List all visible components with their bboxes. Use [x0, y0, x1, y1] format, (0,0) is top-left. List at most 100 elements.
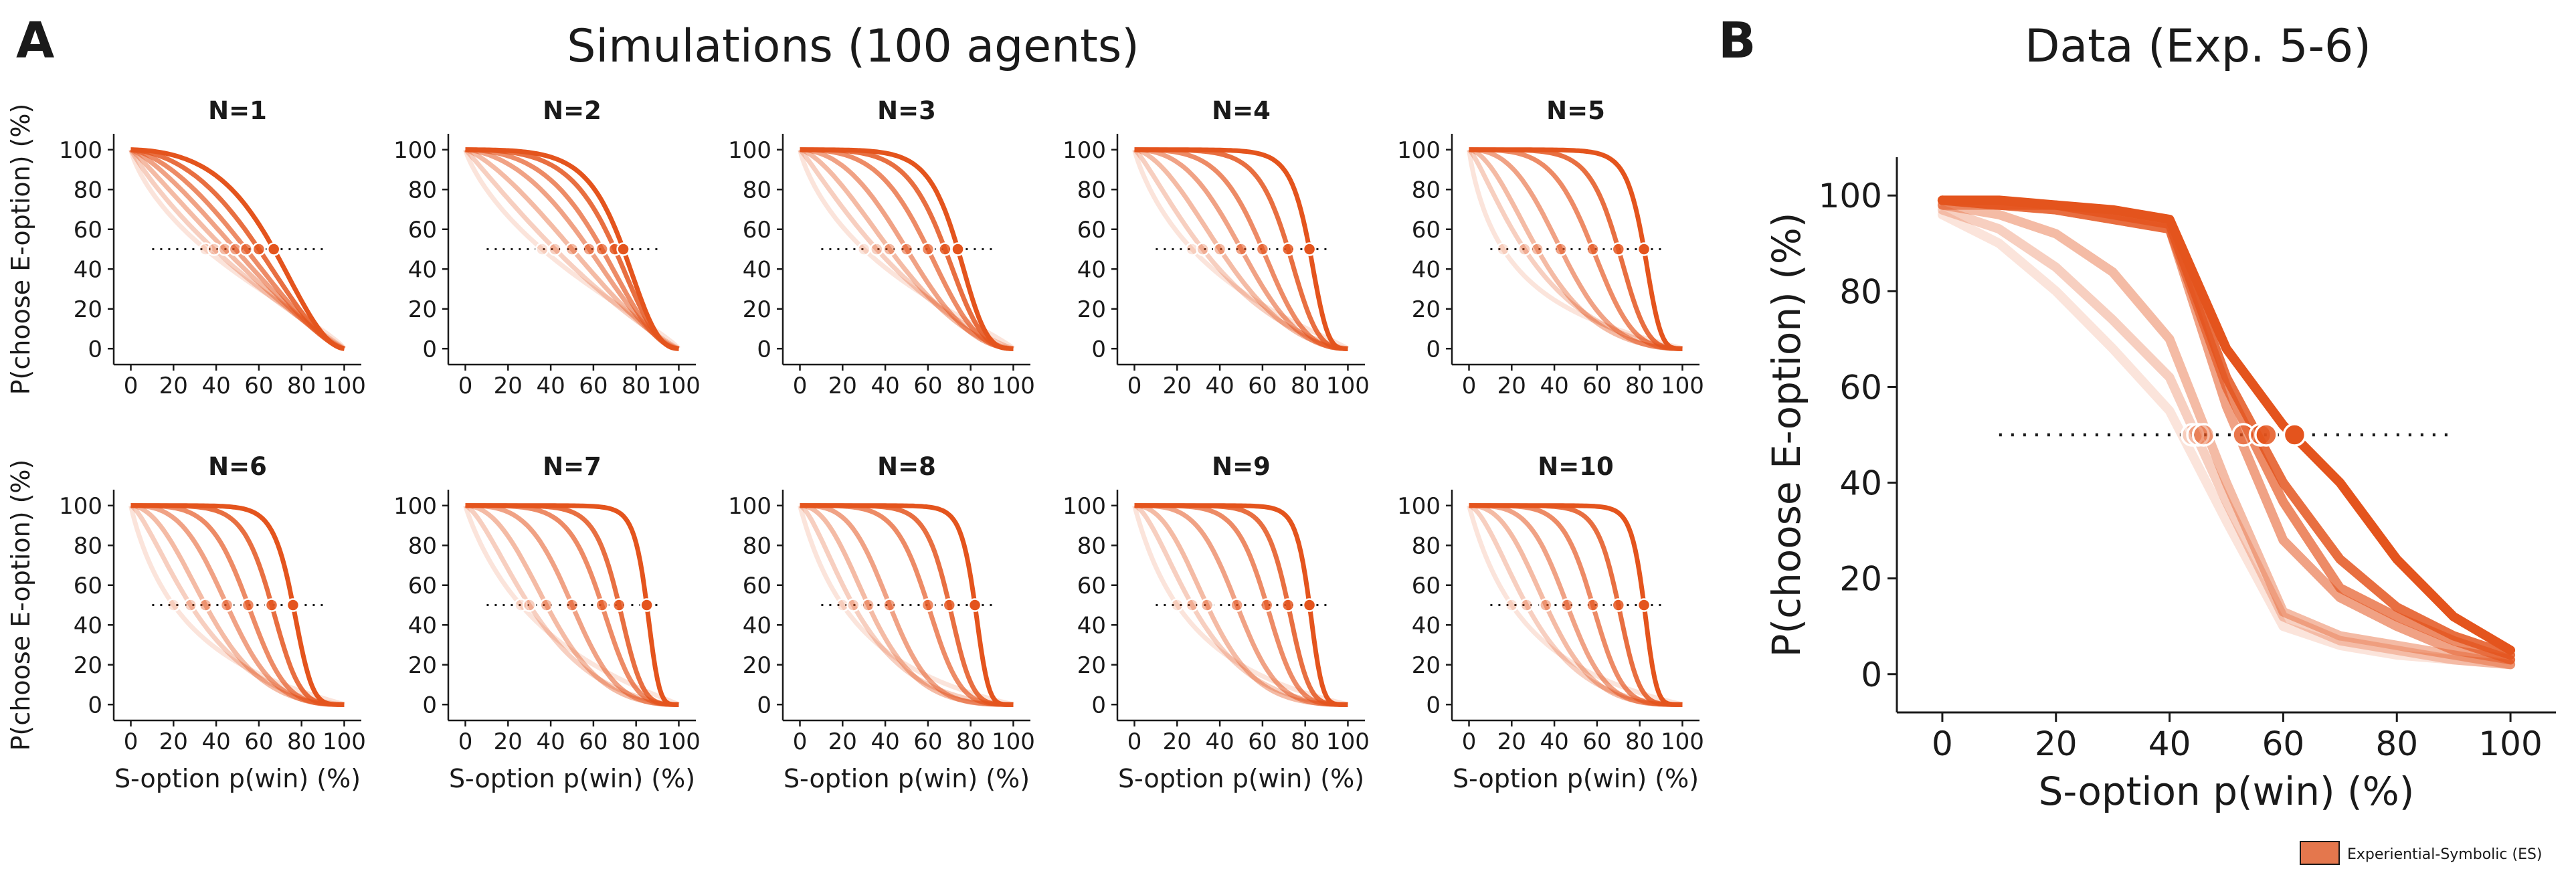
y-tick-label: 100: [393, 137, 437, 164]
x-tick-label: 60: [1582, 373, 1611, 399]
x-tick-label: 100: [992, 728, 1035, 755]
x-tick-label: 40: [1205, 728, 1234, 755]
series-line: [128, 504, 345, 707]
subplot-n2: N=2 0 20 40 60 80 100 0 20 40 60 80 100: [393, 96, 701, 399]
panel-b-letter: B: [1718, 12, 1756, 70]
y-tick-label: 100: [1063, 137, 1106, 164]
legend-swatch: [2300, 841, 2340, 865]
midpoint-marker: [286, 598, 300, 612]
subplot-n3: N=3 0 20 40 60 80 100 0 20 40 60 80 100: [728, 96, 1035, 399]
x-tick-label: 100: [323, 728, 366, 755]
x-tick-label: 20: [159, 373, 188, 399]
midpoint-marker: [167, 598, 181, 612]
y-tick-label: 0: [88, 336, 102, 363]
y-tick-label: 60: [74, 573, 102, 599]
subplot-n9: N=9 0 20 40 60 80 100 0 20 40 60 80 100 S-option p(wi…: [1063, 452, 1370, 793]
x-axis-label: S-option p(win) (%): [1118, 764, 1364, 793]
subplot-n1: N=1 0 20 40 60 80 100 0 20 40 60 80 100 P(choose E-op…: [6, 96, 366, 399]
series-line: [130, 503, 345, 707]
x-tick-label: 40: [201, 728, 230, 755]
x-tick-label: 20: [828, 373, 857, 399]
x-tick-label: 60: [1248, 728, 1277, 755]
y-axis-label: P(choose E-option) (%): [6, 460, 35, 751]
midpoint-marker: [1530, 242, 1544, 256]
x-tick-label: 40: [870, 373, 899, 399]
y-tick-label: 0: [422, 336, 437, 363]
y-tick-label: 20: [1839, 560, 1882, 599]
x-tick-label: 40: [1540, 728, 1568, 755]
y-tick-label: 0: [757, 692, 771, 718]
y-tick-label: 60: [743, 573, 771, 599]
midpoint-marker: [582, 242, 596, 256]
x-tick-label: 100: [657, 728, 701, 755]
midpoint-marker: [1505, 598, 1519, 612]
y-tick-label: 40: [74, 256, 102, 283]
midpoint-marker: [239, 242, 254, 256]
x-tick-label: 100: [1326, 728, 1370, 755]
midpoint-marker: [640, 598, 654, 612]
y-tick-label: 80: [1412, 177, 1441, 204]
x-tick-label: 80: [956, 373, 985, 399]
x-tick-label: 100: [323, 373, 366, 399]
x-tick-label: 100: [992, 373, 1035, 399]
subplot-title: N=7: [543, 452, 602, 481]
y-tick-label: 80: [1077, 533, 1106, 560]
series-line: [465, 147, 679, 351]
series-line: [1469, 147, 1683, 351]
legend: Experiential-Symbolic (ES): [2300, 841, 2543, 865]
y-tick-label: 60: [408, 217, 437, 243]
x-tick-label: 100: [1326, 373, 1370, 399]
x-tick-label: 100: [657, 373, 701, 399]
y-tick-label: 60: [1412, 217, 1441, 243]
midpoint-marker: [1637, 598, 1651, 612]
midpoint-marker: [548, 242, 562, 256]
y-tick-label: 80: [1839, 272, 1882, 311]
midpoint-marker: [1637, 242, 1651, 256]
y-tick-label: 0: [1426, 692, 1441, 718]
midpoint-marker: [1539, 598, 1553, 612]
midpoint-marker: [266, 242, 281, 256]
y-axis-label: P(choose E-option) (%): [6, 104, 35, 395]
x-tick-label: 20: [1163, 373, 1192, 399]
series-line: [130, 147, 345, 351]
y-tick-label: 40: [74, 612, 102, 639]
x-tick-label: 80: [1291, 728, 1319, 755]
y-tick-label: 20: [74, 296, 102, 323]
x-tick-label: 0: [1127, 373, 1142, 399]
midpoint-marker: [1200, 598, 1214, 612]
midpoint-marker: [1586, 242, 1600, 256]
series-line: [800, 503, 1014, 707]
x-tick-label: 60: [913, 373, 942, 399]
x-axis-label: S-option p(win) (%): [114, 764, 361, 793]
y-tick-label: 80: [743, 533, 771, 560]
x-tick-label: 80: [622, 728, 650, 755]
x-tick-label: 80: [1625, 373, 1654, 399]
x-tick-label: 100: [2478, 724, 2542, 763]
y-tick-label: 100: [728, 493, 771, 520]
y-tick-label: 80: [74, 177, 102, 204]
x-tick-label: 0: [793, 373, 808, 399]
midpoint-marker: [183, 598, 198, 612]
x-tick-label: 60: [579, 373, 608, 399]
midpoint-marker: [565, 598, 579, 612]
midpoint-marker: [2282, 423, 2307, 447]
y-tick-label: 100: [393, 493, 437, 520]
y-tick-label: 20: [1077, 296, 1106, 323]
x-tick-label: 40: [536, 728, 565, 755]
y-tick-label: 40: [743, 256, 771, 283]
x-axis-label: S-option p(win) (%): [2039, 769, 2415, 814]
midpoint-marker: [1260, 598, 1274, 612]
y-tick-label: 80: [74, 533, 102, 560]
y-tick-label: 60: [743, 217, 771, 243]
midpoint-marker: [921, 242, 935, 256]
x-tick-label: 60: [244, 728, 273, 755]
y-tick-label: 40: [1839, 464, 1882, 503]
midpoint-marker: [1302, 598, 1317, 612]
midpoint-marker: [1196, 242, 1210, 256]
y-tick-label: 0: [1091, 692, 1106, 718]
x-tick-label: 0: [124, 373, 139, 399]
series-line: [1132, 149, 1350, 351]
midpoint-marker: [264, 598, 279, 612]
midpoint-marker: [522, 598, 537, 612]
panel-a-title: Simulations (100 agents): [567, 20, 1139, 73]
